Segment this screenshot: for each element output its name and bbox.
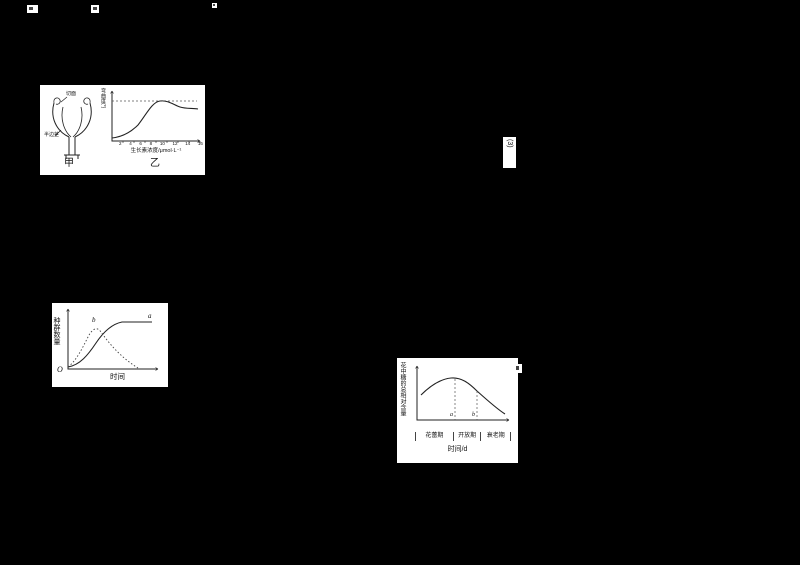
graph2-x-axis-label: 时间 bbox=[110, 372, 125, 381]
x-tick: 12 bbox=[172, 141, 178, 146]
artifact-speck bbox=[514, 364, 522, 373]
x-tick: 10 bbox=[159, 141, 165, 146]
graph3-y-axis-label: 花中糖的总相对含量 bbox=[399, 362, 405, 416]
x-tick: 14 bbox=[185, 141, 191, 146]
figure3-panel: 花中糖的总相对含量 a b 花蕾期 开放期 衰老期 时间/d bbox=[397, 358, 518, 463]
graph1-caption: 乙 bbox=[150, 158, 160, 169]
figure1-panel: 切面 半边茎 甲 弯曲度(°) 2 4 6 8 10 12 bbox=[40, 85, 205, 175]
graph1-x-axis-label: 生长素浓度/μmol·L⁻¹ bbox=[130, 148, 182, 154]
x-tick: 6 bbox=[139, 141, 142, 146]
graph3-x-axis-label: 时间/d bbox=[447, 446, 468, 453]
artifact-speck bbox=[212, 3, 217, 8]
graph1-x-ticks: 2 4 6 8 10 12 14 16 bbox=[119, 141, 203, 147]
artifact-speck bbox=[91, 5, 99, 13]
artifact-speck bbox=[27, 5, 38, 13]
curve-b-label: b bbox=[92, 316, 96, 324]
text-fragment: (3) bbox=[503, 137, 516, 168]
point-b-label: b bbox=[472, 412, 475, 418]
graph2-origin-label: O bbox=[57, 365, 63, 374]
phase-open: 开放期 bbox=[452, 432, 481, 441]
fragment-text: (3) bbox=[506, 139, 513, 148]
curve-a-label: a bbox=[148, 312, 152, 320]
x-tick: 16 bbox=[197, 141, 203, 146]
half-stem-label: 半边茎 bbox=[44, 132, 60, 138]
graph2-y-axis-label: 种群数量 bbox=[53, 317, 60, 345]
diagram-caption: 甲 bbox=[64, 158, 74, 169]
sugar-content-graph bbox=[415, 365, 510, 422]
population-graph bbox=[66, 308, 159, 371]
x-tick: 4 bbox=[129, 141, 132, 146]
graph1-y-axis-label: 弯曲度(°) bbox=[100, 88, 106, 109]
phase-senescence: 衰老期 bbox=[480, 432, 511, 441]
cut-surface-label: 切面 bbox=[66, 91, 77, 97]
half-stem-diagram bbox=[52, 96, 92, 159]
figure2-panel: 种群数量 O a b 时间 bbox=[52, 303, 168, 387]
point-a-label: a bbox=[450, 412, 453, 418]
graph3-phase-row: 花蕾期 开放期 衰老期 bbox=[415, 432, 511, 441]
x-tick: 8 bbox=[149, 141, 153, 146]
phase-bud: 花蕾期 bbox=[415, 432, 453, 441]
x-tick: 2 bbox=[119, 141, 122, 146]
auxin-curvature-graph bbox=[110, 90, 201, 143]
